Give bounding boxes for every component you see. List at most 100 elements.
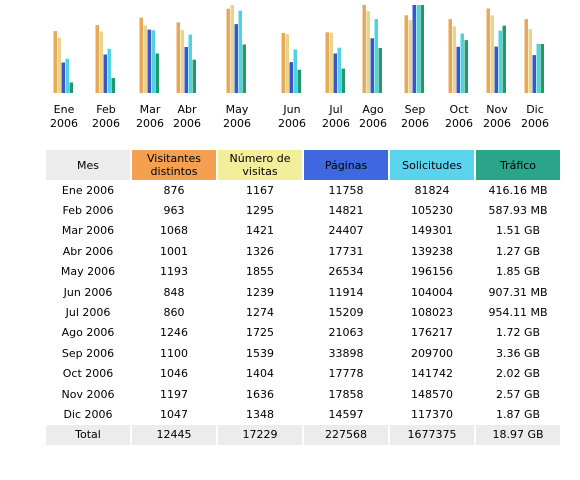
cell-month: Ene 2006 [61, 183, 115, 197]
visits-bar [285, 34, 289, 93]
year-tick-label: 2006 [223, 117, 251, 130]
year-tick-label: 2006 [278, 117, 306, 130]
hits-bar [374, 19, 378, 94]
visits-bar [408, 20, 412, 93]
table-row: Oct 2006 1046 1404 17778 141742 2.02 GB [46, 364, 560, 384]
cell-visitors: 963 [163, 204, 185, 218]
visitors-bar [176, 22, 180, 93]
cell-month: Mar 2006 [61, 224, 115, 238]
cell-pages: 17858 [328, 387, 364, 401]
visits-bar [528, 29, 532, 94]
pages-bar [494, 46, 498, 93]
cell-pages: 11914 [328, 285, 364, 299]
visits-bar [329, 32, 333, 93]
cell-hits: 148570 [411, 387, 453, 401]
cell-bandwidth: 3.36 GB [495, 346, 541, 360]
visits-bar [180, 30, 184, 94]
year-tick-label: 2006 [521, 117, 549, 130]
table-header-row: Mes Visitantes distintos Número de visit… [46, 150, 560, 180]
hits-bar [151, 30, 155, 93]
month-tick-label: Ago [362, 103, 384, 116]
cell-month: Jul 2006 [65, 306, 111, 320]
cell-bandwidth: 1.72 GB [495, 326, 541, 340]
cell-visitors: 876 [163, 183, 185, 197]
header-visitors: Visitantes distintos [132, 150, 216, 180]
bandwidth-bar [192, 59, 196, 93]
cell-visits: 1636 [246, 387, 274, 401]
cell-visits: 1539 [246, 346, 274, 360]
table-row: Ene 2006 876 1167 11758 81824 416.16 MB [46, 180, 560, 200]
bandwidth-bar [502, 25, 506, 94]
cell-month: Abr 2006 [62, 244, 114, 258]
bandwidth-bar [242, 44, 246, 93]
month-tick-label: Mar [140, 103, 161, 116]
cell-bandwidth: 1.27 GB [495, 244, 541, 258]
year-tick-label: 2006 [401, 117, 429, 130]
month-tick-label: Jul [328, 103, 342, 116]
table-row: Ago 2006 1246 1725 21063 176217 1.72 GB [46, 323, 560, 343]
table-body: Ene 2006 876 1167 11758 81824 416.16 MB Feb 20… [46, 180, 560, 425]
table-total-row: Total 12445 17229 227568 1677375 18.97 G… [46, 424, 560, 446]
cell-pages: 17778 [328, 367, 364, 381]
month-tick-label: Oct [449, 103, 469, 116]
pages-bar [184, 47, 188, 93]
year-tick-label: 2006 [322, 117, 350, 130]
pages-bar [532, 55, 536, 93]
year-tick-label: 2006 [92, 117, 120, 130]
table-row: May 2006 1193 1855 26534 196156 1.85 GB [46, 262, 560, 282]
cell-visitors: 1246 [160, 326, 188, 340]
cell-pages: 24407 [328, 224, 364, 238]
cell-visitors: 1046 [160, 367, 188, 381]
cell-hits: 81824 [414, 183, 450, 197]
hits-bar [337, 47, 341, 93]
total-label: Total [46, 424, 130, 446]
year-tick-label: 2006 [173, 117, 201, 130]
cell-visits: 1421 [246, 224, 274, 238]
visitors-bar [448, 19, 452, 94]
hits-bar [65, 58, 69, 93]
cell-hits: 139238 [411, 244, 453, 258]
year-tick-label: 2006 [445, 117, 473, 130]
cell-month: May 2006 [60, 265, 116, 279]
month-tick-label: May [226, 103, 249, 116]
pages-bar [103, 54, 107, 93]
table-row: Abr 2006 1001 1326 17731 139238 1.27 GB [46, 241, 560, 261]
hits-bar [188, 34, 192, 93]
bandwidth-bar [111, 78, 115, 93]
cell-hits: 117370 [411, 407, 453, 421]
hits-bar [498, 30, 502, 93]
visitors-bar [404, 15, 408, 93]
bandwidth-bar [341, 68, 345, 93]
total-hits: 1677375 [390, 424, 474, 446]
bandwidth-bar [464, 40, 468, 93]
cell-bandwidth: 1.51 GB [495, 224, 541, 238]
visits-bar [99, 31, 103, 94]
cell-visitors: 848 [163, 285, 185, 299]
visits-bar [143, 25, 147, 94]
table-row: Feb 2006 963 1295 14821 105230 587.93 MB [46, 200, 560, 220]
month-tick-label: Abr [177, 103, 197, 116]
header-month: Mes [46, 150, 130, 180]
visitors-bar [524, 19, 528, 94]
cell-visits: 1326 [246, 244, 274, 258]
pages-bar [333, 53, 337, 93]
cell-bandwidth: 587.93 MB [488, 204, 548, 218]
bandwidth-bar [378, 48, 382, 93]
pages-bar [370, 38, 374, 93]
visits-bar [452, 26, 456, 93]
visitors-bar [139, 17, 143, 94]
header-visits: Número de visitas [218, 150, 302, 180]
monthly-stats-table: Mes Visitantes distintos Número de visit… [44, 150, 562, 446]
cell-hits: 209700 [411, 346, 453, 360]
cell-visitors: 1193 [160, 265, 188, 279]
visitors-bar [53, 31, 57, 94]
cell-pages: 14597 [328, 407, 364, 421]
cell-bandwidth: 1.85 GB [495, 265, 541, 279]
table-row: Jul 2006 860 1274 15209 108023 954.11 MB [46, 302, 560, 322]
hits-bar [460, 33, 464, 93]
bandwidth-bar [297, 69, 301, 93]
cell-visitors: 1047 [160, 407, 188, 421]
cell-pages: 11758 [328, 183, 364, 197]
table-row: Sep 2006 1100 1539 33898 209700 3.36 GB [46, 343, 560, 363]
cell-visits: 1239 [246, 285, 274, 299]
